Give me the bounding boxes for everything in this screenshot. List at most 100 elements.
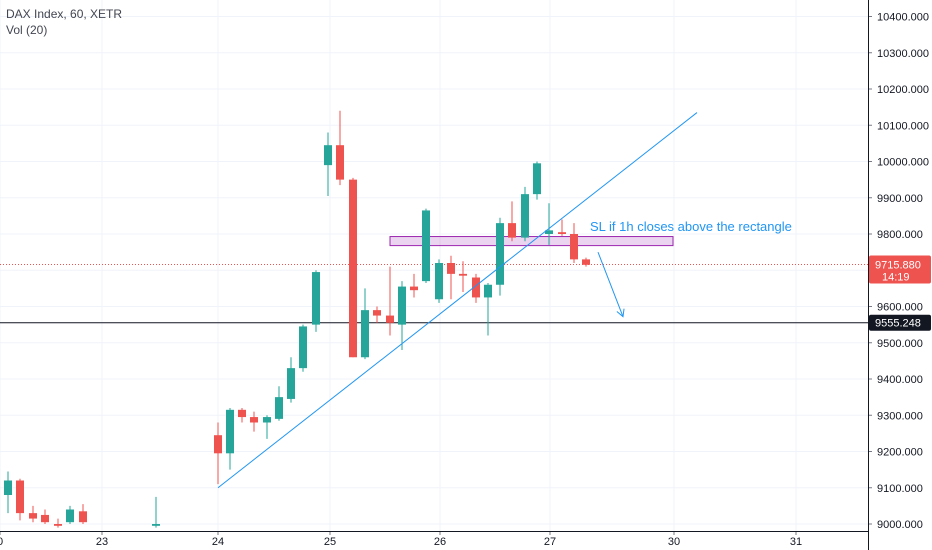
candle [299, 324, 307, 372]
candle-body [349, 179, 357, 358]
candle [238, 408, 246, 423]
current-price-label: 9715.880 [875, 259, 921, 271]
candle-body [263, 417, 271, 423]
candle [263, 415, 271, 439]
annotation-text[interactable]: SL if 1h closes above the rectangle [590, 219, 792, 234]
y-tick-label: 10000.000 [877, 157, 929, 169]
candle [287, 357, 295, 403]
y-tick-label: 10200.000 [877, 84, 929, 96]
candle [521, 186, 529, 242]
y-tick-label: 10400.000 [877, 12, 929, 24]
candle [349, 177, 357, 358]
candle [373, 306, 381, 323]
annotation-layer[interactable]: SL if 1h closes above the rectangle [217, 112, 792, 489]
x-tick-label: 0 [0, 536, 3, 548]
candle [582, 257, 590, 267]
candle [79, 504, 87, 524]
y-tick-label: 10100.000 [877, 120, 929, 132]
y-tick-label: 9900.000 [877, 193, 923, 205]
x-tick-label: 31 [790, 536, 802, 548]
y-tick-label: 9800.000 [877, 229, 923, 241]
candle [496, 217, 504, 296]
candle [250, 411, 258, 432]
candle [570, 223, 578, 263]
symbol-title[interactable]: DAX Index, 60, XETR [6, 7, 123, 21]
candle [435, 259, 443, 303]
candle-body [459, 273, 467, 276]
candle-body [275, 397, 283, 419]
x-tick-label: 25 [324, 536, 336, 548]
candle [4, 471, 12, 514]
current-price-tag-bg [869, 255, 931, 284]
x-tick-label: 26 [434, 536, 446, 548]
candle [508, 201, 516, 242]
volume-indicator-label[interactable]: Vol (20) [6, 23, 48, 37]
candle [422, 208, 430, 283]
candle-body [312, 272, 320, 325]
candle-body [41, 514, 49, 523]
candle [152, 496, 160, 528]
candle-body [447, 263, 455, 274]
horizontal-level-tag-bg [869, 314, 931, 331]
x-tick-label: 30 [668, 536, 680, 548]
y-tick-label: 9400.000 [877, 374, 923, 386]
candle [275, 386, 283, 421]
candle-body [386, 315, 394, 323]
candle-body [29, 513, 37, 519]
candle-body [570, 234, 578, 260]
x-tick-label: 24 [212, 536, 224, 548]
price-axis[interactable]: 9000.000 9100.000 9200.000 9300.000 9400.000… [868, 0, 931, 550]
candle-body [582, 259, 590, 265]
trendline-drawing[interactable] [217, 112, 698, 489]
candle [472, 273, 480, 303]
candle [29, 505, 37, 523]
candle-body [410, 286, 418, 291]
candle [386, 266, 394, 336]
candle [312, 270, 320, 332]
candle-body [508, 223, 516, 238]
candle-body [361, 310, 369, 358]
candle-body [238, 409, 246, 418]
candle-body [336, 145, 344, 180]
rectangle-drawing[interactable] [389, 236, 674, 247]
y-tick-label: 9500.000 [877, 338, 923, 350]
arrow-drawing[interactable] [597, 251, 625, 318]
candle [410, 273, 418, 298]
y-tick-label: 9600.000 [877, 302, 923, 314]
candle-body [472, 277, 480, 298]
candle [398, 281, 406, 350]
candle-body [422, 210, 430, 282]
candle [533, 161, 541, 200]
drawings-layer[interactable] [389, 236, 674, 247]
time-axis[interactable]: 0 23 24 25 26 27 30 31 [0, 531, 868, 548]
candle [484, 282, 492, 336]
candle-body [324, 145, 332, 166]
candle [447, 255, 455, 300]
candle [41, 509, 49, 524]
candle-body [484, 284, 492, 298]
candle [336, 110, 344, 186]
candle-body [558, 232, 566, 234]
arrow-head [616, 308, 625, 318]
price-levels [0, 263, 868, 324]
candle-body [398, 286, 406, 325]
candle [459, 261, 467, 292]
countdown-label: 14:19 [882, 271, 910, 283]
candle-body [496, 223, 504, 285]
candle [214, 422, 222, 485]
candle [361, 288, 369, 360]
candle-body [66, 509, 74, 523]
candles-layer [4, 110, 590, 528]
x-tick-label: 27 [544, 536, 556, 548]
candle [545, 203, 553, 245]
candle [558, 219, 566, 236]
arrow-shaft [597, 251, 624, 317]
candle-body [545, 230, 553, 234]
candle [16, 478, 24, 521]
horizontal-level-label: 9555.248 [875, 318, 921, 330]
y-tick-label: 9100.000 [877, 483, 923, 495]
chart-grid [0, 0, 868, 531]
candle-body [226, 409, 234, 454]
